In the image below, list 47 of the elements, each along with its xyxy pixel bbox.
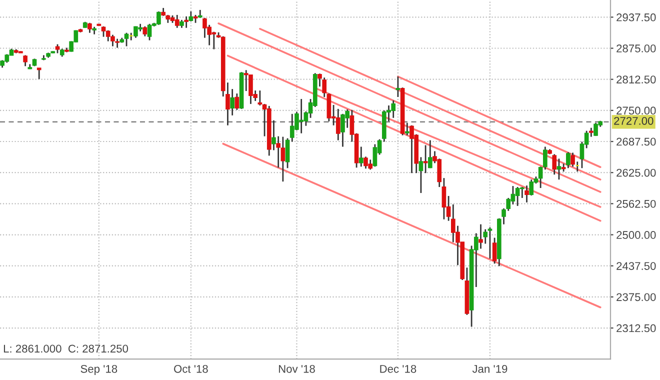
x-tick-label: Nov '18 [278, 364, 315, 373]
candlestick [188, 10, 194, 22]
candlestick [326, 92, 332, 122]
candlestick [174, 14, 180, 29]
candlestick [488, 226, 492, 260]
y-tick-label: 2687.50 [616, 138, 656, 146]
y-tick-label: 2750.00 [616, 106, 656, 115]
candlestick [556, 158, 562, 180]
y-tick-label: 2437.50 [616, 262, 656, 270]
y-tick-label: 2562.50 [616, 200, 656, 208]
candlestick [230, 88, 234, 116]
candlestick [492, 237, 497, 264]
candlestick [36, 67, 42, 80]
y-tick-label: 2375.00 [616, 293, 656, 302]
candlestick [423, 144, 428, 174]
x-tick-label: Dec '18 [380, 364, 416, 373]
candlestick [285, 138, 290, 169]
ref-line-label: 2727.00 [614, 116, 654, 125]
x-tick-label: Sep '18 [80, 364, 118, 376]
candlestick [442, 177, 446, 220]
candlestick [524, 184, 529, 204]
candlestick [372, 144, 378, 168]
x-tick-label: Jan '19 [472, 364, 508, 373]
candlestick [23, 54, 28, 67]
candlestick [483, 228, 488, 244]
candlestick [404, 122, 410, 136]
y-tick-label: 2812.50 [616, 76, 656, 84]
candlestick [570, 152, 575, 168]
y-tick-label: 2500.00 [616, 231, 656, 239]
candlestick [418, 156, 424, 194]
candlestick [234, 92, 240, 111]
y-tick-label: 2875.00 [616, 44, 656, 52]
candlestick [124, 32, 129, 47]
candlestick [142, 26, 148, 38]
candlestick [358, 146, 364, 168]
x-tick-label: Oct '18 [174, 364, 208, 373]
candlestick [88, 22, 92, 34]
y-tick-label: 2312.50 [616, 324, 656, 332]
candlestick [552, 153, 557, 176]
candlestick [396, 76, 400, 98]
annotation: L: 2861.000 C: 2871.250 [4, 344, 128, 353]
y-tick-label: 2937.50 [616, 13, 656, 22]
candlestick [478, 224, 483, 250]
candlestick [428, 140, 432, 169]
candlestick [184, 16, 188, 29]
y-tick-label: 2625.00 [616, 168, 656, 177]
candlestick [566, 152, 570, 169]
